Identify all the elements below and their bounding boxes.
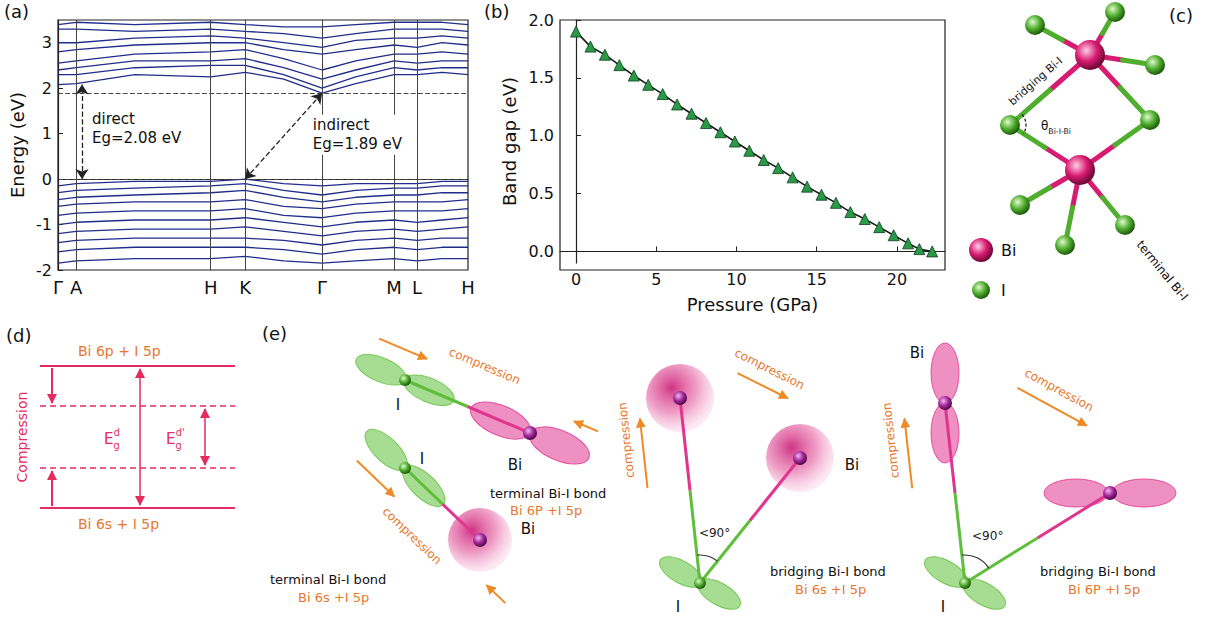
svg-text:Eg=1.89 eV: Eg=1.89 eV <box>313 135 403 153</box>
svg-text:Bi 6s + I 5p: Bi 6s + I 5p <box>78 516 159 532</box>
svg-text:Γ: Γ <box>53 277 63 298</box>
svg-text:H: H <box>461 277 475 298</box>
svg-text:(e): (e) <box>262 323 287 344</box>
svg-text:Bi: Bi <box>910 344 924 362</box>
svg-text:20: 20 <box>887 270 907 289</box>
svg-text:terminal Bi-I bond: terminal Bi-I bond <box>270 572 386 587</box>
svg-text:Egd: Egd <box>104 427 120 451</box>
svg-text:H: H <box>204 277 218 298</box>
svg-text:compression: compression <box>447 345 523 388</box>
svg-text:Band gap (eV): Band gap (eV) <box>499 77 520 206</box>
svg-text:5: 5 <box>651 270 661 289</box>
svg-text:A: A <box>70 277 83 298</box>
svg-text:Bi: Bi <box>1001 241 1016 260</box>
svg-text:bridging Bi-I bond: bridging Bi-I bond <box>770 564 886 579</box>
svg-text:compression: compression <box>615 402 637 479</box>
svg-text:M: M <box>386 277 402 298</box>
svg-text:bridging Bi-I bond: bridging Bi-I bond <box>1040 564 1156 579</box>
svg-text:compression: compression <box>732 346 806 393</box>
svg-text:Bi 6s +I 5p: Bi 6s +I 5p <box>298 590 369 605</box>
svg-text:I: I <box>1001 281 1006 300</box>
svg-text:3: 3 <box>42 33 52 52</box>
svg-text:Compression: Compression <box>14 392 30 483</box>
svg-text:L: L <box>412 277 422 298</box>
svg-text:2: 2 <box>42 79 52 98</box>
svg-text:I: I <box>396 396 400 414</box>
svg-text:I: I <box>676 598 680 616</box>
svg-text:-2: -2 <box>36 261 52 280</box>
svg-text:Eg=2.08 eV: Eg=2.08 eV <box>92 129 182 147</box>
svg-text:1.0: 1.0 <box>529 126 554 145</box>
svg-text:<90°: <90° <box>699 526 730 540</box>
svg-text:(d): (d) <box>6 325 31 346</box>
svg-text:1.5: 1.5 <box>529 68 554 87</box>
svg-text:Bi 6p + I 5p: Bi 6p + I 5p <box>78 343 161 359</box>
svg-text:K: K <box>239 277 252 298</box>
svg-text:0: 0 <box>571 270 581 289</box>
svg-text:compression: compression <box>1022 366 1096 415</box>
svg-text:(a): (a) <box>4 1 29 22</box>
svg-text:1: 1 <box>42 124 52 143</box>
svg-text:<90°: <90° <box>972 529 1003 543</box>
svg-text:θBi-I-Bi: θBi-I-Bi <box>1041 119 1071 136</box>
svg-text:15: 15 <box>806 270 826 289</box>
svg-text:direct: direct <box>92 110 135 128</box>
svg-text:0.5: 0.5 <box>529 184 554 203</box>
svg-text:(c): (c) <box>1169 5 1193 26</box>
svg-text:I: I <box>420 450 424 468</box>
svg-text:Bi: Bi <box>521 520 535 538</box>
svg-text:Bi 6s +I 5p: Bi 6s +I 5p <box>795 582 866 597</box>
svg-text:terminal Bi-I bond: terminal Bi-I bond <box>490 486 606 501</box>
svg-text:Bi 6P +I 5p: Bi 6P +I 5p <box>510 503 582 518</box>
svg-text:Energy (eV): Energy (eV) <box>7 92 28 198</box>
svg-text:indirect: indirect <box>313 116 370 134</box>
svg-text:(b): (b) <box>484 1 509 22</box>
svg-text:-1: -1 <box>36 215 52 234</box>
svg-text:terminal Bi-I: terminal Bi-I <box>1134 238 1191 304</box>
svg-text:10: 10 <box>726 270 746 289</box>
svg-text:0: 0 <box>42 170 52 189</box>
svg-text:Bi: Bi <box>508 456 522 474</box>
svg-text:compression: compression <box>380 504 445 567</box>
svg-text:Pressure (GPa): Pressure (GPa) <box>687 294 819 315</box>
svg-text:Γ: Γ <box>317 277 327 298</box>
svg-text:compression: compression <box>880 402 902 479</box>
svg-text:I: I <box>941 598 945 616</box>
svg-text:bridging Bi-I: bridging Bi-I <box>1006 54 1065 108</box>
svg-text:2.0: 2.0 <box>529 11 554 30</box>
svg-text:0.0: 0.0 <box>529 242 554 261</box>
svg-text:Bi 6P +I 5p: Bi 6P +I 5p <box>1068 582 1140 597</box>
svg-text:Bi: Bi <box>845 456 859 474</box>
svg-text:Egd': Egd' <box>166 427 185 451</box>
